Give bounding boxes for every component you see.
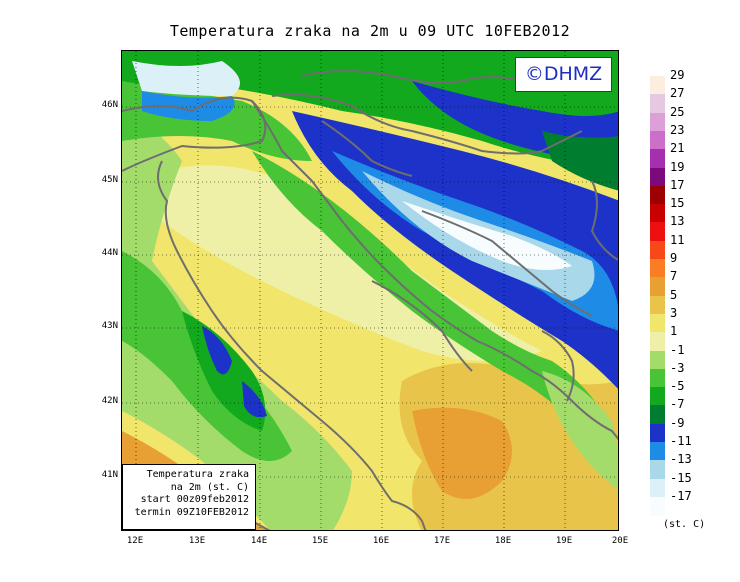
legend-label: 23	[670, 122, 685, 137]
legend-swatch	[650, 350, 665, 370]
legend-swatch	[650, 112, 665, 132]
legend-label: 7	[670, 269, 678, 284]
legend-swatch	[650, 167, 665, 187]
legend-unit: (st. C)	[663, 519, 706, 530]
field-alps-blue	[142, 91, 235, 121]
legend-label: 13	[670, 214, 685, 229]
legend-label: 5	[670, 287, 678, 302]
lon-label: 15E	[311, 536, 329, 546]
map-title: Temperatura zraka na 2m u 09 UTC 10FEB20…	[169, 22, 571, 40]
legend-label: -5	[670, 379, 685, 394]
map-canvas	[122, 51, 618, 530]
legend-swatch	[650, 332, 665, 351]
lat-label: 41N	[101, 470, 118, 480]
legend-label: -11	[670, 434, 692, 448]
info-line-4: termin 09Z10FEB2012	[134, 506, 249, 518]
field-warm-center	[412, 407, 512, 499]
legend-swatch	[650, 130, 665, 150]
legend-label: 1	[670, 324, 678, 339]
lon-label: 18E	[494, 536, 512, 546]
info-box: Temperatura zraka na 2m (st. C) start 00…	[122, 464, 256, 530]
legend-label: -9	[670, 415, 685, 430]
legend-swatch	[650, 423, 665, 443]
legend-label: -3	[670, 360, 685, 375]
field-east-green	[542, 131, 618, 191]
legend-label: -1	[670, 342, 685, 357]
legend-swatch	[650, 185, 665, 205]
legend-swatch	[650, 496, 665, 516]
legend-swatch	[650, 313, 665, 333]
graticule	[122, 51, 618, 530]
field-green-west	[122, 111, 352, 530]
field-alps-snow	[132, 61, 240, 96]
legend-swatch	[650, 94, 665, 114]
legend-swatch	[650, 259, 665, 278]
lat-label: 43N	[101, 321, 118, 331]
legend-label: 11	[670, 232, 685, 247]
field-dinaric-white	[402, 201, 572, 270]
legend-label: 21	[670, 141, 685, 156]
legend-label: 17	[670, 177, 685, 192]
legend-label: 15	[670, 196, 685, 211]
lon-label: 19E	[555, 536, 573, 546]
lat-label: 45N	[101, 175, 118, 185]
legend-swatch	[650, 442, 665, 461]
dhmz-logo: ©DHMZ	[515, 57, 612, 92]
lon-label: 13E	[188, 536, 206, 546]
legend-label: 9	[670, 251, 678, 265]
legend-label: 19	[670, 159, 685, 174]
lon-label: 14E	[250, 536, 268, 546]
legend-swatch	[650, 222, 665, 242]
field-blue-apennine-1	[202, 326, 232, 375]
legend-swatch	[650, 368, 665, 388]
legend-swatch	[650, 240, 665, 260]
lon-label: 16E	[372, 536, 390, 546]
info-line-1: Temperatura zraka	[146, 469, 249, 480]
field-blue-apennine-2	[242, 381, 267, 418]
legend-label: -17	[670, 488, 692, 503]
lon-label: 12E	[126, 536, 144, 546]
legend-swatch	[650, 478, 665, 498]
info-line-2: na 2m (st. C)	[170, 481, 249, 493]
legend-label: -15	[670, 470, 692, 485]
legend-swatch	[650, 295, 665, 315]
legend-swatch	[650, 460, 665, 480]
legend-swatch	[650, 76, 665, 95]
legend-swatch	[650, 277, 665, 297]
legend-label: 3	[670, 305, 678, 320]
legend-swatch	[650, 387, 665, 406]
lon-label: 17E	[433, 536, 451, 546]
legend-label: 29	[670, 68, 685, 82]
temperature-map	[121, 50, 619, 531]
legend-label: -13	[670, 452, 692, 467]
legend-swatch	[650, 149, 665, 168]
lat-label: 46N	[101, 100, 118, 110]
field-dark-green-north	[122, 51, 618, 171]
info-line-3: start 00z09feb2012	[140, 494, 249, 505]
legend-swatch	[650, 204, 665, 223]
legend-label: -7	[670, 397, 685, 412]
lon-label: 20E	[611, 536, 629, 546]
legend-label: 27	[670, 86, 685, 101]
legend-swatch	[650, 405, 665, 425]
lat-label: 42N	[101, 396, 118, 406]
field-coastal-light	[542, 371, 618, 490]
legend-label: 25	[670, 104, 685, 119]
lat-label: 44N	[101, 248, 118, 258]
